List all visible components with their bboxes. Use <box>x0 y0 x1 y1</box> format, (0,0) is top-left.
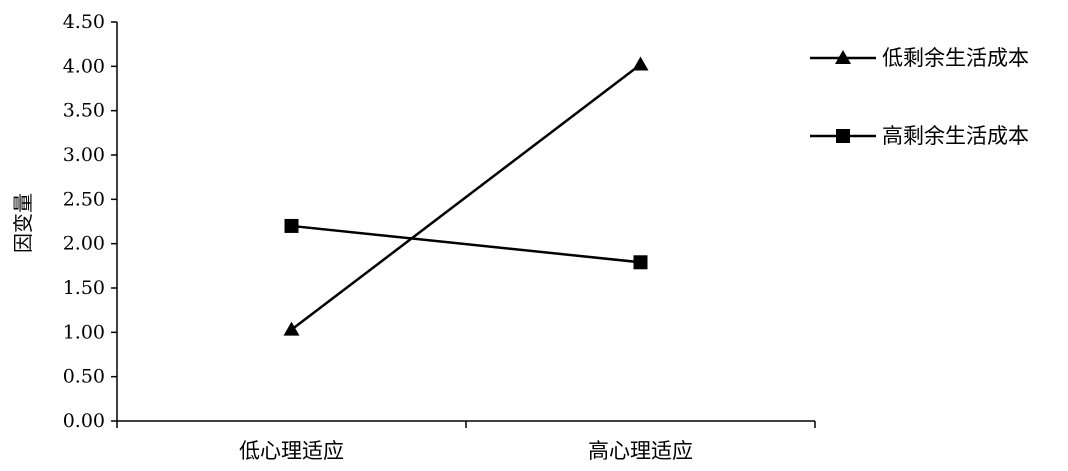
y-tick-label: 2.00 <box>63 233 105 255</box>
data-point <box>633 255 648 270</box>
x-tick-label: 低心理适应 <box>239 439 344 463</box>
legend-label: 高剩余生活成本 <box>882 124 1029 148</box>
y-axis-label: 因变量 <box>11 193 35 253</box>
series-1 <box>283 56 649 336</box>
series-layer <box>283 56 649 336</box>
y-tick-label: 1.50 <box>63 277 105 299</box>
axes: 0.00 0.50 1.00 1.50 2.00 2.50 3.00 3.50 4.00 4.50… <box>63 11 816 463</box>
x-tick-label: 高心理适应 <box>588 439 693 463</box>
y-tick-label: 2.50 <box>63 188 105 210</box>
series-line <box>290 63 642 331</box>
y-tick-label: 3.00 <box>63 144 105 166</box>
y-tick-label: 1.00 <box>63 321 105 343</box>
legend-item: 低剩余生活成本 <box>810 46 1029 70</box>
legend-marker <box>835 50 851 64</box>
y-tick-label: 3.50 <box>63 100 105 122</box>
data-point <box>283 321 300 336</box>
data-point <box>632 56 649 71</box>
legend-label: 低剩余生活成本 <box>882 46 1029 70</box>
series-2 <box>284 218 648 270</box>
y-tick-label: 0.00 <box>63 410 105 432</box>
data-point <box>284 218 299 233</box>
y-tick-label: 4.50 <box>63 11 105 33</box>
y-tick-label: 4.00 <box>63 55 105 77</box>
y-tick-label: 0.50 <box>63 366 105 388</box>
legend-marker <box>836 129 850 143</box>
series-line <box>291 224 641 264</box>
legend-item: 高剩余生活成本 <box>810 124 1029 148</box>
